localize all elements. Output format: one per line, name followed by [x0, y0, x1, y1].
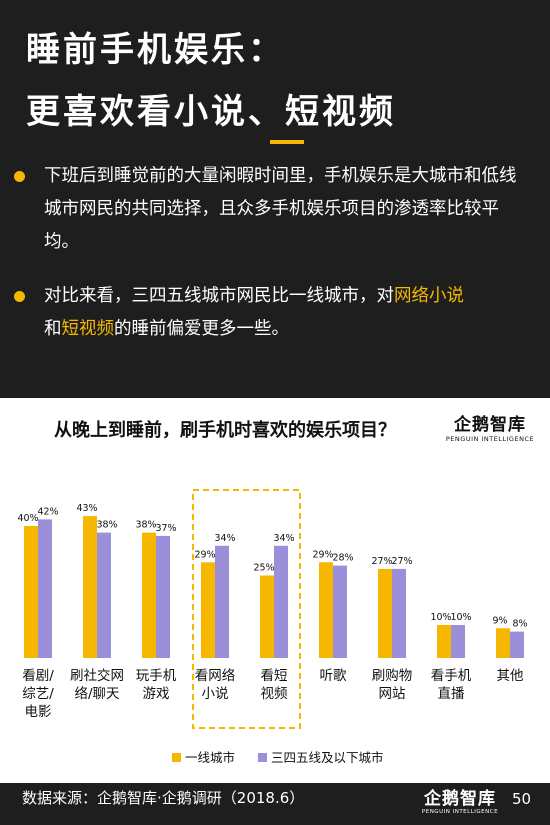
legend-label-0: 一线城市: [185, 750, 235, 765]
data-label-lowtier-6: 27%: [391, 556, 412, 567]
bar-lowtier-7: [451, 625, 465, 658]
category-label-6-line-0: 刷购物: [372, 668, 413, 684]
data-label-lowtier-5: 28%: [332, 553, 353, 564]
chart-title: 从晚上到睡前，刷手机时喜欢的娱乐项目？: [54, 420, 396, 441]
category-label-0-line-2: 电影: [25, 704, 52, 720]
bar-lowtier-5: [333, 565, 347, 658]
bar-lowtier-3: [215, 545, 229, 658]
bullet-2-text-a: 对比来看，三四五线城市网民比一线城市，对: [44, 286, 394, 306]
category-label-2-line-0: 玩手机: [136, 668, 177, 684]
bar-tier1-7: [437, 625, 451, 658]
bullet-point-1: 下班后到睡觉前的大量闲暇时间里，手机娱乐是大城市和低线城市网民的共同选择，且众多…: [14, 160, 530, 259]
logo-name: 企鹅智库: [424, 789, 496, 809]
category-label-0-line-1: 综艺/: [22, 686, 54, 702]
data-label-lowtier-4: 34%: [273, 533, 294, 544]
data-source-note: 数据来源：企鹅智库·企鹅调研（2018.6）: [22, 789, 305, 807]
data-label-lowtier-2: 37%: [155, 523, 176, 534]
category-label-4-line-1: 视频: [261, 686, 288, 702]
highlight-box: [192, 489, 301, 729]
category-label-1-line-1: 络/聊天: [74, 686, 120, 702]
data-label-lowtier-0: 42%: [37, 506, 58, 517]
data-label-tier1-0: 40%: [17, 513, 38, 524]
chart-panel: 40% 42% 看剧/综艺/电影 43% 38% 刷社交网 络/聊天 38% 37% 玩手机 游戏 2…: [0, 398, 550, 783]
bar-tier1-5: [319, 562, 333, 658]
data-label-tier1-7: 10%: [430, 612, 451, 623]
data-label-tier1-2: 38%: [135, 520, 156, 531]
legend-swatch-0: [172, 753, 181, 762]
logo-subtitle: PENGUIN INTELLIGENCE: [421, 809, 499, 815]
category-label-4-line-0: 看短: [261, 668, 288, 684]
logo-subtitle: PENGUIN INTELLIGENCE: [445, 435, 535, 443]
page-title-line-1: 睡前手机娱乐：: [26, 30, 285, 70]
bar-tier1-1: [83, 516, 97, 658]
category-label-2-line-1: 游戏: [143, 686, 170, 702]
bar-tier1-3: [201, 562, 215, 658]
category-label-1-line-0: 刷社交网: [70, 667, 124, 684]
logo-name: 企鹅智库: [454, 415, 526, 435]
category-label-3-line-1: 小说: [202, 686, 229, 702]
category-label-7-line-0: 看手机: [431, 668, 472, 684]
data-label-lowtier-1: 38%: [96, 520, 117, 531]
data-label-tier1-3: 29%: [194, 549, 215, 560]
data-label-tier1-5: 29%: [312, 549, 333, 560]
bar-tier1-4: [260, 575, 274, 658]
bar-lowtier-2: [156, 535, 170, 658]
data-label-tier1-4: 25%: [253, 563, 274, 574]
bar-tier1-2: [142, 532, 156, 658]
bar-chart: 40%42%看剧/综艺/电影43%38%刷社交网络/聊天38%37%玩手机游戏2…: [17, 489, 528, 765]
category-label-3-line-0: 看网络: [195, 668, 236, 684]
page-title-line-2: 更喜欢看小说、短视频: [26, 92, 396, 132]
bar-tier1-6: [378, 568, 392, 658]
bullet-2-highlight-shortvideo: 短视频: [61, 319, 115, 339]
category-label-7-line-1: 直播: [438, 686, 465, 702]
bar-tier1-0: [24, 526, 38, 658]
bullet-2-highlight-novel: 网络小说: [394, 286, 464, 306]
bar-lowtier-4: [274, 545, 288, 658]
category-label-0-line-0: 看剧/: [22, 668, 54, 684]
title-accent-underline: [270, 140, 304, 144]
legend-label-1: 三四五线及以下城市: [271, 750, 384, 765]
bullet-2-text-c: 的睡前偏爱更多一些。: [114, 319, 289, 339]
data-label-tier1-1: 43%: [76, 503, 97, 514]
bullet-2-text-b: 和: [44, 319, 62, 339]
data-label-lowtier-3: 34%: [214, 533, 235, 544]
bar-tier1-8: [496, 628, 510, 658]
category-label-6-line-1: 网站: [379, 686, 406, 702]
penguin-logo-chart: 企鹅智库 PENGUIN INTELLIGENCE: [440, 410, 540, 443]
data-label-lowtier-7: 10%: [450, 612, 471, 623]
bar-lowtier-6: [392, 568, 406, 658]
bar-lowtier-1: [97, 532, 111, 658]
penguin-logo-footer: 企鹅智库 PENGUIN INTELLIGENCE: [420, 784, 500, 815]
category-label-8-line-0: 其他: [497, 668, 524, 684]
bar-lowtier-8: [510, 631, 524, 658]
category-label-5-line-0: 听歌: [320, 668, 347, 684]
legend-swatch-1: [258, 753, 267, 762]
data-label-lowtier-8: 8%: [512, 619, 527, 630]
data-label-tier1-8: 9%: [492, 615, 507, 626]
data-label-tier1-6: 27%: [371, 556, 392, 567]
page-number: 50: [512, 790, 532, 808]
bar-lowtier-0: [38, 519, 52, 658]
bullet-point-2: 对比来看，三四五线城市网民比一线城市，对网络小说和短视频的睡前偏爱更多一些。: [14, 280, 530, 346]
